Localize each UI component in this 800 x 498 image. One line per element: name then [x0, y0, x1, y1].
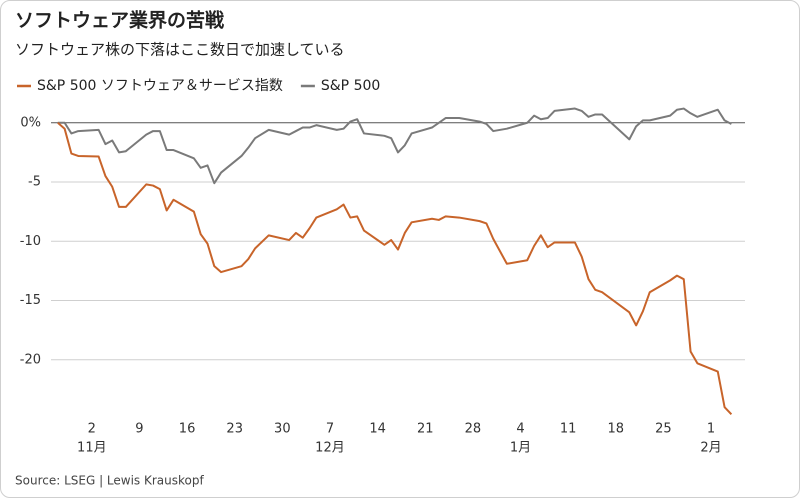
x-tick-label: 14	[369, 422, 386, 437]
legend-label: S&P 500 ソフトウェア＆サービス指数	[37, 78, 283, 94]
month-label: 12月	[315, 441, 345, 456]
legend-label: S&P 500	[321, 78, 380, 94]
x-tick-label: 11	[560, 422, 577, 437]
source: Source: LSEG | Lewis Krauskopf	[15, 474, 204, 488]
month-label: 11月	[77, 441, 107, 456]
chart-title: ソフトウェア業界の苦戦	[15, 9, 224, 32]
y-tick-label: 0%	[20, 115, 41, 130]
x-tick-label: 4	[516, 422, 524, 437]
x-tick-label: 30	[274, 422, 291, 437]
x-tick-label: 21	[417, 422, 434, 437]
series-line	[57, 107, 732, 185]
chart-subtitle: ソフトウェア株の下落はここ数日で加速している	[15, 41, 345, 59]
month-label: 1月	[510, 441, 531, 456]
x-tick-label: 7	[326, 422, 334, 437]
y-tick-label: -20	[20, 352, 41, 367]
x-tick-label: 25	[655, 422, 672, 437]
x-tick-label: 9	[135, 422, 143, 437]
month-label: 2月	[700, 441, 721, 456]
x-tick-label: 18	[607, 422, 624, 437]
x-tick-label: 28	[465, 422, 482, 437]
x-tick-label: 2	[88, 422, 96, 437]
y-tick-label: -15	[20, 293, 41, 308]
y-tick-label: -5	[28, 175, 41, 190]
y-tick-label: -10	[20, 234, 41, 249]
series-line	[57, 122, 733, 415]
x-tick-label: 23	[226, 422, 243, 437]
x-tick-label: 1	[707, 422, 715, 437]
x-tick-label: 16	[179, 422, 196, 437]
